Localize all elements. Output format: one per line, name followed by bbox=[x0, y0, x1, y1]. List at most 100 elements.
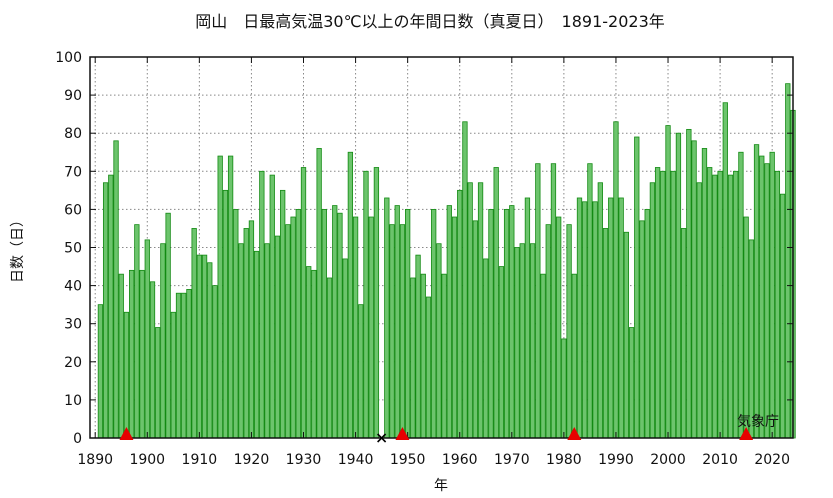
y-tick-label: 80 bbox=[64, 126, 82, 142]
bar bbox=[295, 208, 301, 439]
bar bbox=[431, 208, 437, 439]
bar bbox=[498, 266, 505, 439]
bar bbox=[311, 269, 317, 439]
x-tick-label: 1890 bbox=[77, 452, 113, 468]
bar bbox=[457, 189, 463, 439]
bar bbox=[566, 224, 572, 439]
bar bbox=[97, 304, 104, 439]
bar bbox=[118, 273, 124, 439]
bar bbox=[243, 228, 249, 439]
source-credit: 気象庁 bbox=[737, 414, 779, 430]
bar bbox=[253, 250, 260, 439]
bar bbox=[628, 327, 635, 439]
y-tick-label: 100 bbox=[55, 50, 82, 66]
bar bbox=[597, 182, 603, 439]
bar bbox=[550, 163, 557, 439]
bar bbox=[186, 289, 192, 439]
bar bbox=[170, 311, 176, 439]
y-tick-label: 20 bbox=[64, 355, 82, 371]
bar bbox=[165, 212, 171, 439]
bar bbox=[514, 247, 520, 439]
bar bbox=[483, 258, 489, 439]
x-tick-label: 2020 bbox=[754, 452, 790, 468]
bar bbox=[363, 170, 369, 439]
x-tick-label: 1940 bbox=[338, 452, 374, 468]
bar bbox=[519, 243, 525, 439]
bar bbox=[644, 208, 650, 439]
station-change-marker bbox=[739, 427, 754, 440]
y-tick-labels: 0 10 20 30 40 50 60 70 80 90 100 bbox=[55, 50, 793, 447]
bar bbox=[779, 193, 786, 439]
markers bbox=[119, 427, 754, 443]
x-tick-label: 1950 bbox=[390, 452, 426, 468]
bar bbox=[160, 243, 166, 439]
bar bbox=[707, 167, 713, 439]
y-tick-label: 30 bbox=[64, 317, 82, 333]
bar bbox=[337, 212, 343, 439]
bar bbox=[259, 170, 265, 439]
bar bbox=[227, 155, 234, 439]
x-tick-label: 1960 bbox=[442, 452, 478, 468]
x-tick-label: 2000 bbox=[650, 452, 686, 468]
y-tick-label: 40 bbox=[64, 279, 82, 295]
bar bbox=[691, 140, 697, 439]
bar bbox=[608, 197, 614, 439]
bar bbox=[722, 102, 728, 439]
bar bbox=[222, 189, 229, 439]
bar bbox=[503, 208, 510, 439]
bar bbox=[233, 208, 239, 439]
bar bbox=[540, 273, 546, 439]
bar bbox=[108, 174, 114, 439]
bar bbox=[342, 258, 348, 439]
bar bbox=[212, 285, 218, 439]
bar bbox=[545, 224, 551, 439]
y-axis-label: 日数（日） bbox=[10, 213, 26, 283]
bar bbox=[509, 205, 515, 439]
y-tick-label: 70 bbox=[64, 164, 82, 180]
bar bbox=[129, 269, 135, 439]
bar bbox=[639, 220, 645, 439]
bar bbox=[675, 132, 682, 439]
bar bbox=[618, 197, 624, 439]
bar bbox=[326, 277, 333, 439]
bar bbox=[389, 224, 395, 439]
bar bbox=[238, 243, 244, 439]
bar bbox=[373, 167, 380, 439]
bar bbox=[441, 273, 447, 439]
bar bbox=[217, 155, 223, 439]
station-change-marker bbox=[567, 427, 582, 440]
bar bbox=[290, 216, 296, 439]
bar bbox=[613, 121, 619, 439]
bar bbox=[306, 266, 312, 439]
bar bbox=[175, 292, 182, 439]
chart-title: 岡山 日最高気温30℃以上の年間日数（真夏日） 1891-2023年 bbox=[195, 12, 665, 31]
bar bbox=[592, 201, 598, 439]
bar bbox=[493, 167, 499, 439]
bar bbox=[207, 262, 213, 439]
bar bbox=[681, 228, 687, 439]
bar bbox=[654, 167, 661, 439]
bar bbox=[670, 170, 676, 439]
bar bbox=[139, 269, 145, 439]
bar bbox=[420, 273, 426, 439]
bar bbox=[696, 182, 702, 439]
bar bbox=[102, 182, 109, 439]
bar bbox=[748, 239, 754, 439]
bar bbox=[415, 254, 421, 439]
x-tick-label: 1910 bbox=[182, 452, 218, 468]
bar bbox=[352, 216, 359, 439]
bar bbox=[201, 254, 208, 439]
bar bbox=[280, 189, 286, 439]
bar bbox=[134, 224, 140, 439]
bar bbox=[113, 140, 119, 439]
bar bbox=[384, 197, 390, 439]
bar bbox=[347, 151, 354, 439]
bar bbox=[712, 174, 718, 439]
bar bbox=[477, 182, 484, 439]
bar bbox=[394, 205, 400, 439]
bars bbox=[97, 83, 796, 439]
bar bbox=[717, 170, 723, 439]
bar bbox=[462, 121, 468, 439]
bar bbox=[264, 243, 270, 439]
